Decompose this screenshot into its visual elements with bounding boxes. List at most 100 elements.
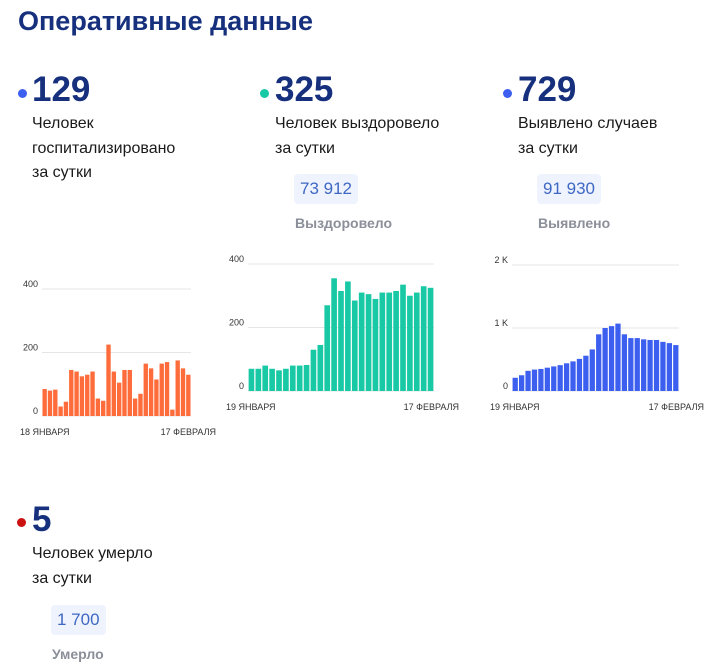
hospitalized-bar [127,369,132,416]
recovered-bar [420,286,427,391]
hospitalized-bar [90,371,95,416]
recovered-bar [317,344,324,391]
deaths-value: 5 [32,500,52,539]
cases-bar [589,349,595,391]
recovered-bar [303,364,310,391]
deaths-total: 1 700 [51,605,106,635]
cases-bar [666,343,672,391]
cases-bar [551,366,557,391]
cases-value: 729 [518,70,577,109]
cases-bar [634,338,640,391]
hospitalized-y-tick-label: 200 [23,343,38,353]
hospitalized-bar [58,406,63,416]
recovered-bar [296,365,303,391]
cases-label-line1: Выявлено случаев [518,115,658,132]
hospitalized-bar [116,382,122,416]
hospitalized-bar [132,398,138,416]
cases-bar [673,345,679,391]
hospitalized-bar [53,389,58,416]
cases-bar [628,338,634,391]
cases-y-tick-label: 2 K [494,255,508,265]
cases-x-end-label: 17 ФЕВРАЛЯ [649,402,704,412]
recovered-y-tick-label: 200 [229,318,244,328]
page-title: Оперативные данные [18,6,313,36]
hospitalized-label-line2: госпитализировано [32,140,176,157]
recovered-bar [365,294,372,391]
hospitalized-bar [138,393,143,416]
hospitalized-bar [69,369,74,416]
cases-bar [576,358,583,391]
cases-bar [583,355,589,391]
recovered-bar [351,300,358,391]
recovered-bar [283,368,289,391]
hospitalized-bar [101,400,106,416]
recovered-bar [345,281,351,391]
recovered-y-tick-label: 0 [239,381,244,391]
recovered-total: 73 912 [294,174,358,204]
recovered-bar [324,305,331,391]
cases-y-tick-label: 1 K [494,318,508,328]
cases-bar [660,341,666,391]
hospitalized-bar [159,363,164,416]
recovered-bar [379,292,386,391]
hospitalized-bar [63,401,69,416]
recovered-value: 325 [275,70,334,109]
deaths-total-caption: Умерло [52,646,104,662]
hospitalized-label-line1: Человек [32,115,94,132]
cases-bar [602,328,608,391]
cases-x-start-label: 19 ЯНВАРЯ [490,402,540,412]
cases-bar [519,375,525,391]
hospitalized-bar [164,362,170,416]
recovered-dot [260,89,269,98]
hospitalized-x-end-label: 17 ФЕВРАЛЯ [161,427,216,437]
hospitalized-bar [47,390,53,416]
cases-dot [503,89,512,98]
cases-total-caption: Выявлено [538,215,611,231]
hospitalized-bar [79,376,85,416]
cases-chart: 0 1 K 2 K 19 ЯНВАРЯ 17 ФЕВРАЛЯ [490,255,704,412]
recovered-bar [310,349,317,391]
cases-bar [608,326,615,391]
hospitalized-bar [154,379,159,416]
hospitalized-bar [143,363,148,416]
cases-bar [563,363,570,391]
hospitalized-bar [122,369,127,416]
recovered-x-end-label: 17 ФЕВРАЛЯ [404,402,459,412]
cases-bar [570,361,576,391]
cases-total: 91 930 [537,174,601,204]
cases-bar [538,368,544,391]
recovered-bar [276,370,282,391]
cases-label-line2: за сутки [518,140,578,157]
recovered-bar [358,292,365,391]
recovered-bar [262,365,269,391]
recovered-bar [427,287,434,391]
hospitalized-bar [106,344,111,416]
recovered-bar [393,290,399,391]
recovered-bar [400,284,406,391]
deaths-dot [17,518,26,527]
deaths-label-line2: за сутки [32,570,92,587]
hospitalized-bar [175,360,180,416]
recovered-bar [248,368,255,391]
hospitalized-bar [186,374,191,416]
cases-y-tick-label: 0 [503,381,508,391]
recovered-bar [289,365,296,391]
recovered-label-line1: Человек выздоровело [275,115,440,132]
hospitalized-bar [180,368,186,416]
recovered-bar [407,295,413,391]
hospitalized-bar [111,371,117,416]
hospitalized-bar [95,398,101,416]
cases-bar [653,339,660,391]
hospitalized-label-line3: за сутки [32,164,92,181]
recovered-label-line2: за сутки [275,140,335,157]
hospitalized-bar [74,371,79,416]
hospitalized-bar [42,389,47,416]
hospitalized-bar [85,374,90,416]
recovered-chart: 0 200 400 19 ЯНВАРЯ 17 ФЕВРАЛЯ [226,254,459,412]
recovered-y-tick-label: 400 [229,254,244,264]
cases-bar [557,365,563,391]
recovered-bar [386,292,393,391]
hospitalized-bar [148,368,154,416]
deaths-label-line1: Человек умерло [32,545,153,562]
cases-bar [544,367,550,391]
